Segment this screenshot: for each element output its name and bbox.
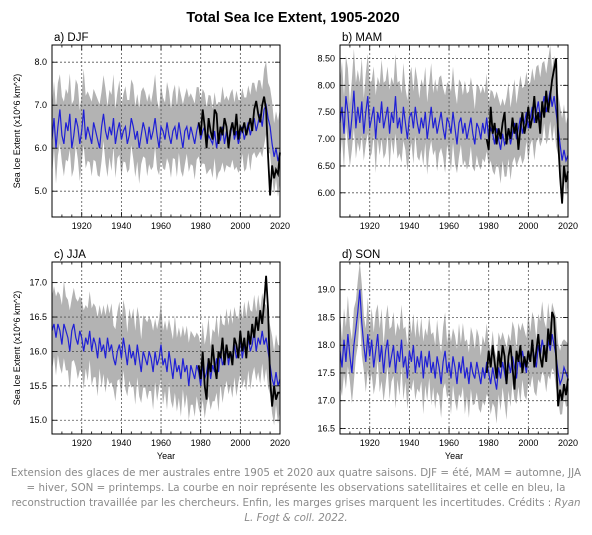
x-tick-label: 1920 <box>360 221 380 231</box>
y-tick-label: 18.5 <box>317 312 335 322</box>
caption-credit: Ryan L. Fogt & coll. 2022. <box>244 497 581 524</box>
x-tick-label: 1940 <box>111 438 131 448</box>
panel-label: c) JJA <box>54 249 86 261</box>
caption-text: Extension des glaces de mer australes en… <box>10 467 582 509</box>
y-tick-label: 19.0 <box>317 285 335 295</box>
x-tick-label: 1980 <box>191 221 211 231</box>
sea-ice-figure: Total Sea Ice Extent, 1905-2020 1920 1940… <box>12 10 578 461</box>
x-tick-label: 1980 <box>191 438 211 448</box>
reconstruction-series-line <box>51 103 281 162</box>
x-tick-label: 1920 <box>360 438 380 448</box>
y-tick-label: 7.0 <box>34 100 47 110</box>
x-tick-label: 2020 <box>558 221 578 231</box>
observations-series-line <box>485 58 569 204</box>
plot-frame <box>51 44 281 218</box>
y-tick-label: 15.0 <box>29 415 47 425</box>
panel-label: b) MAM <box>342 32 382 44</box>
x-axis-label: Year <box>445 451 463 461</box>
x-tick-label: 1960 <box>439 438 459 448</box>
x-tick-label: 1960 <box>439 221 459 231</box>
y-tick-label: 16.5 <box>29 312 47 322</box>
plot-frame <box>339 44 569 218</box>
y-tick-label: 16.0 <box>29 346 47 356</box>
y-tick-label: 8.0 <box>34 57 47 67</box>
x-tick-label: 1940 <box>399 438 419 448</box>
y-tick-label: 18.0 <box>317 340 335 350</box>
observations-series-line <box>485 311 569 407</box>
x-tick-label: 2000 <box>230 438 250 448</box>
x-tick-label: 1940 <box>111 221 131 231</box>
x-tick-label: 1960 <box>151 221 171 231</box>
plot-frame <box>339 261 569 435</box>
panel-label: d) SON <box>342 249 380 261</box>
plot-frame <box>51 261 281 435</box>
x-tick-label: 2000 <box>230 221 250 231</box>
y-tick-label: 6.50 <box>317 161 335 171</box>
y-tick-label: 5.0 <box>34 186 47 196</box>
panel-4: 1920 1940 1960 1980 2000 2020 16.5 17.0 17.5 18.0… <box>317 249 578 461</box>
panel-2: 1920 1940 1960 1980 2000 2020 6.00 6.50 7.00 7.50… <box>317 32 578 231</box>
x-tick-label: 1980 <box>479 221 499 231</box>
y-tick-label: 8.00 <box>317 80 335 90</box>
y-tick-label: 8.50 <box>317 53 335 63</box>
x-tick-label: 1980 <box>479 438 499 448</box>
x-tick-label: 1940 <box>399 221 419 231</box>
figure-caption: Extension des glaces de mer australes en… <box>6 466 586 526</box>
x-tick-label: 2020 <box>270 221 290 231</box>
x-axis-label: Year <box>157 451 175 461</box>
y-tick-label: 7.00 <box>317 134 335 144</box>
panel-3: 1920 1940 1960 1980 2000 2020 15.0 15.5 16.0 16.5… <box>12 249 290 461</box>
x-tick-label: 2000 <box>518 221 538 231</box>
observations-series-line <box>197 275 280 407</box>
y-tick-label: 17.0 <box>29 278 47 288</box>
figure-title: Total Sea Ice Extent, 1905-2020 <box>186 10 399 26</box>
y-tick-label: 7.50 <box>317 107 335 117</box>
reconstruction-series-line <box>51 323 281 386</box>
x-tick-label: 2020 <box>270 438 290 448</box>
uncertainty-band <box>340 262 568 424</box>
x-tick-label: 1960 <box>151 438 171 448</box>
observations-series-line <box>197 96 281 196</box>
x-tick-label: 2020 <box>558 438 578 448</box>
x-tick-label: 1920 <box>72 221 92 231</box>
y-tick-label: 16.5 <box>317 423 335 433</box>
y-axis-label: Sea Ice Extent (x10^6 km^2) <box>12 291 22 406</box>
y-axis-label: Sea Ice Extent (x10^6 km^2) <box>12 74 22 189</box>
panel-1: 1920 1940 1960 1980 2000 2020 5.0 6.0 7.0 8.0 a) D… <box>12 32 290 231</box>
y-tick-label: 15.5 <box>29 381 47 391</box>
y-tick-label: 6.0 <box>34 143 47 153</box>
x-tick-label: 1920 <box>72 438 92 448</box>
y-tick-label: 17.5 <box>317 368 335 378</box>
y-tick-label: 17.0 <box>317 396 335 406</box>
y-tick-label: 6.00 <box>317 188 335 198</box>
panel-label: a) DJF <box>54 32 89 44</box>
x-tick-label: 2000 <box>518 438 538 448</box>
